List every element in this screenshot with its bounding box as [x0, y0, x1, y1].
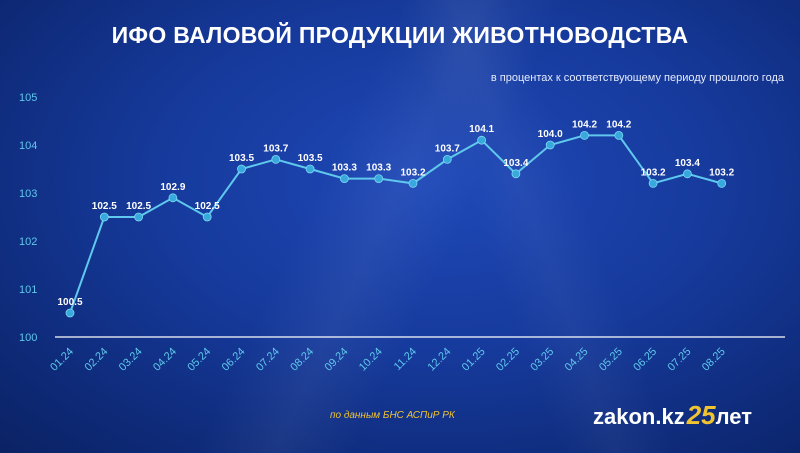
data-label: 103.3 [366, 163, 391, 174]
y-tick-label: 102 [19, 236, 37, 248]
chart-subtitle: в процентах к соответствующему периоду п… [490, 72, 784, 84]
data-point [614, 130, 624, 140]
y-tick-label: 100 [19, 332, 37, 344]
data-label: 103.2 [641, 167, 666, 178]
data-label: 104.2 [606, 119, 631, 130]
x-tick-label: 04.25 [563, 346, 591, 374]
data-label: 103.5 [229, 153, 254, 164]
data-label: 104.2 [572, 119, 597, 130]
data-label: 102.5 [195, 201, 220, 212]
data-point [648, 178, 658, 188]
x-tick-label: 01.24 [48, 346, 76, 374]
data-point [717, 178, 727, 188]
data-label: 103.4 [503, 158, 528, 169]
x-tick-label: 11.24 [392, 346, 419, 373]
data-label: 104.1 [469, 124, 494, 135]
y-tick-label: 101 [19, 284, 37, 296]
data-label: 102.5 [92, 201, 117, 212]
data-label: 102.5 [126, 201, 151, 212]
data-label: 103.2 [400, 167, 425, 178]
source-note: по данным БНС АСПиР РК [330, 410, 455, 421]
x-tick-label: 03.24 [117, 346, 145, 374]
data-point [99, 212, 109, 222]
x-tick-label: 07.24 [254, 346, 282, 374]
logo-anniversary: 25 [686, 400, 716, 430]
logo-name: zakon.kz [593, 404, 685, 429]
data-point [271, 154, 281, 164]
x-tick-label: 04.24 [151, 346, 179, 374]
data-point [408, 178, 418, 188]
x-tick-label: 05.25 [597, 346, 625, 374]
y-tick-label: 103 [19, 188, 37, 200]
x-tick-label: 08.24 [288, 346, 316, 374]
data-label: 103.7 [435, 143, 460, 154]
data-point [202, 212, 212, 222]
data-point [545, 140, 555, 150]
data-label: 103.2 [709, 167, 734, 178]
x-tick-label: 01.25 [460, 346, 488, 374]
chart-title: ИФО ВАЛОВОЙ ПРОДУКЦИИ ЖИВОТНОВОДСТВА [111, 22, 689, 48]
data-label: 104.0 [538, 129, 563, 140]
data-point [374, 174, 384, 184]
data-points [65, 130, 727, 318]
series-line [69, 134, 722, 314]
data-point [168, 193, 178, 203]
data-label: 103.5 [298, 153, 323, 164]
x-tick-label: 10.24 [357, 346, 385, 374]
data-point [477, 135, 487, 145]
data-label: 103.7 [263, 143, 288, 154]
x-tick-label: 09.24 [323, 346, 351, 374]
brand-logo: zakon.kz25лет [593, 400, 752, 431]
data-labels: 100.5 102.5 102.5 102.9 102.5 103.5 103.7 103.5… [57, 119, 734, 308]
data-label: 103.3 [332, 163, 357, 174]
data-point [134, 212, 144, 222]
y-axis-ticks: 100 101 102 103 104 105 [19, 92, 37, 344]
x-tick-label: 05.24 [185, 346, 213, 374]
x-tick-label: 06.25 [631, 346, 659, 374]
data-point [683, 169, 692, 179]
y-tick-label: 105 [19, 92, 37, 104]
data-label: 103.4 [675, 158, 700, 169]
data-point [580, 130, 589, 140]
x-tick-label: 06.24 [220, 346, 248, 374]
x-tick-label: 07.25 [666, 346, 694, 374]
x-tick-label: 03.25 [528, 346, 556, 374]
data-label: 102.9 [160, 182, 185, 193]
x-tick-label: 12.24 [425, 346, 453, 374]
logo-suffix: лет [715, 404, 753, 429]
data-label: 100.5 [57, 297, 82, 308]
data-point [511, 169, 521, 179]
data-point [237, 164, 246, 174]
data-point [339, 174, 349, 184]
data-point [442, 154, 452, 164]
x-tick-label: 02.24 [82, 346, 110, 374]
x-tick-label: 08.25 [700, 346, 728, 374]
x-axis-ticks: 01.24 02.24 03.24 04.24 05.24 06.24 07.24 08.24… [48, 346, 728, 374]
x-tick-label: 02.25 [494, 346, 522, 374]
data-point [305, 164, 315, 174]
data-point [65, 308, 75, 318]
y-tick-label: 104 [19, 140, 37, 152]
